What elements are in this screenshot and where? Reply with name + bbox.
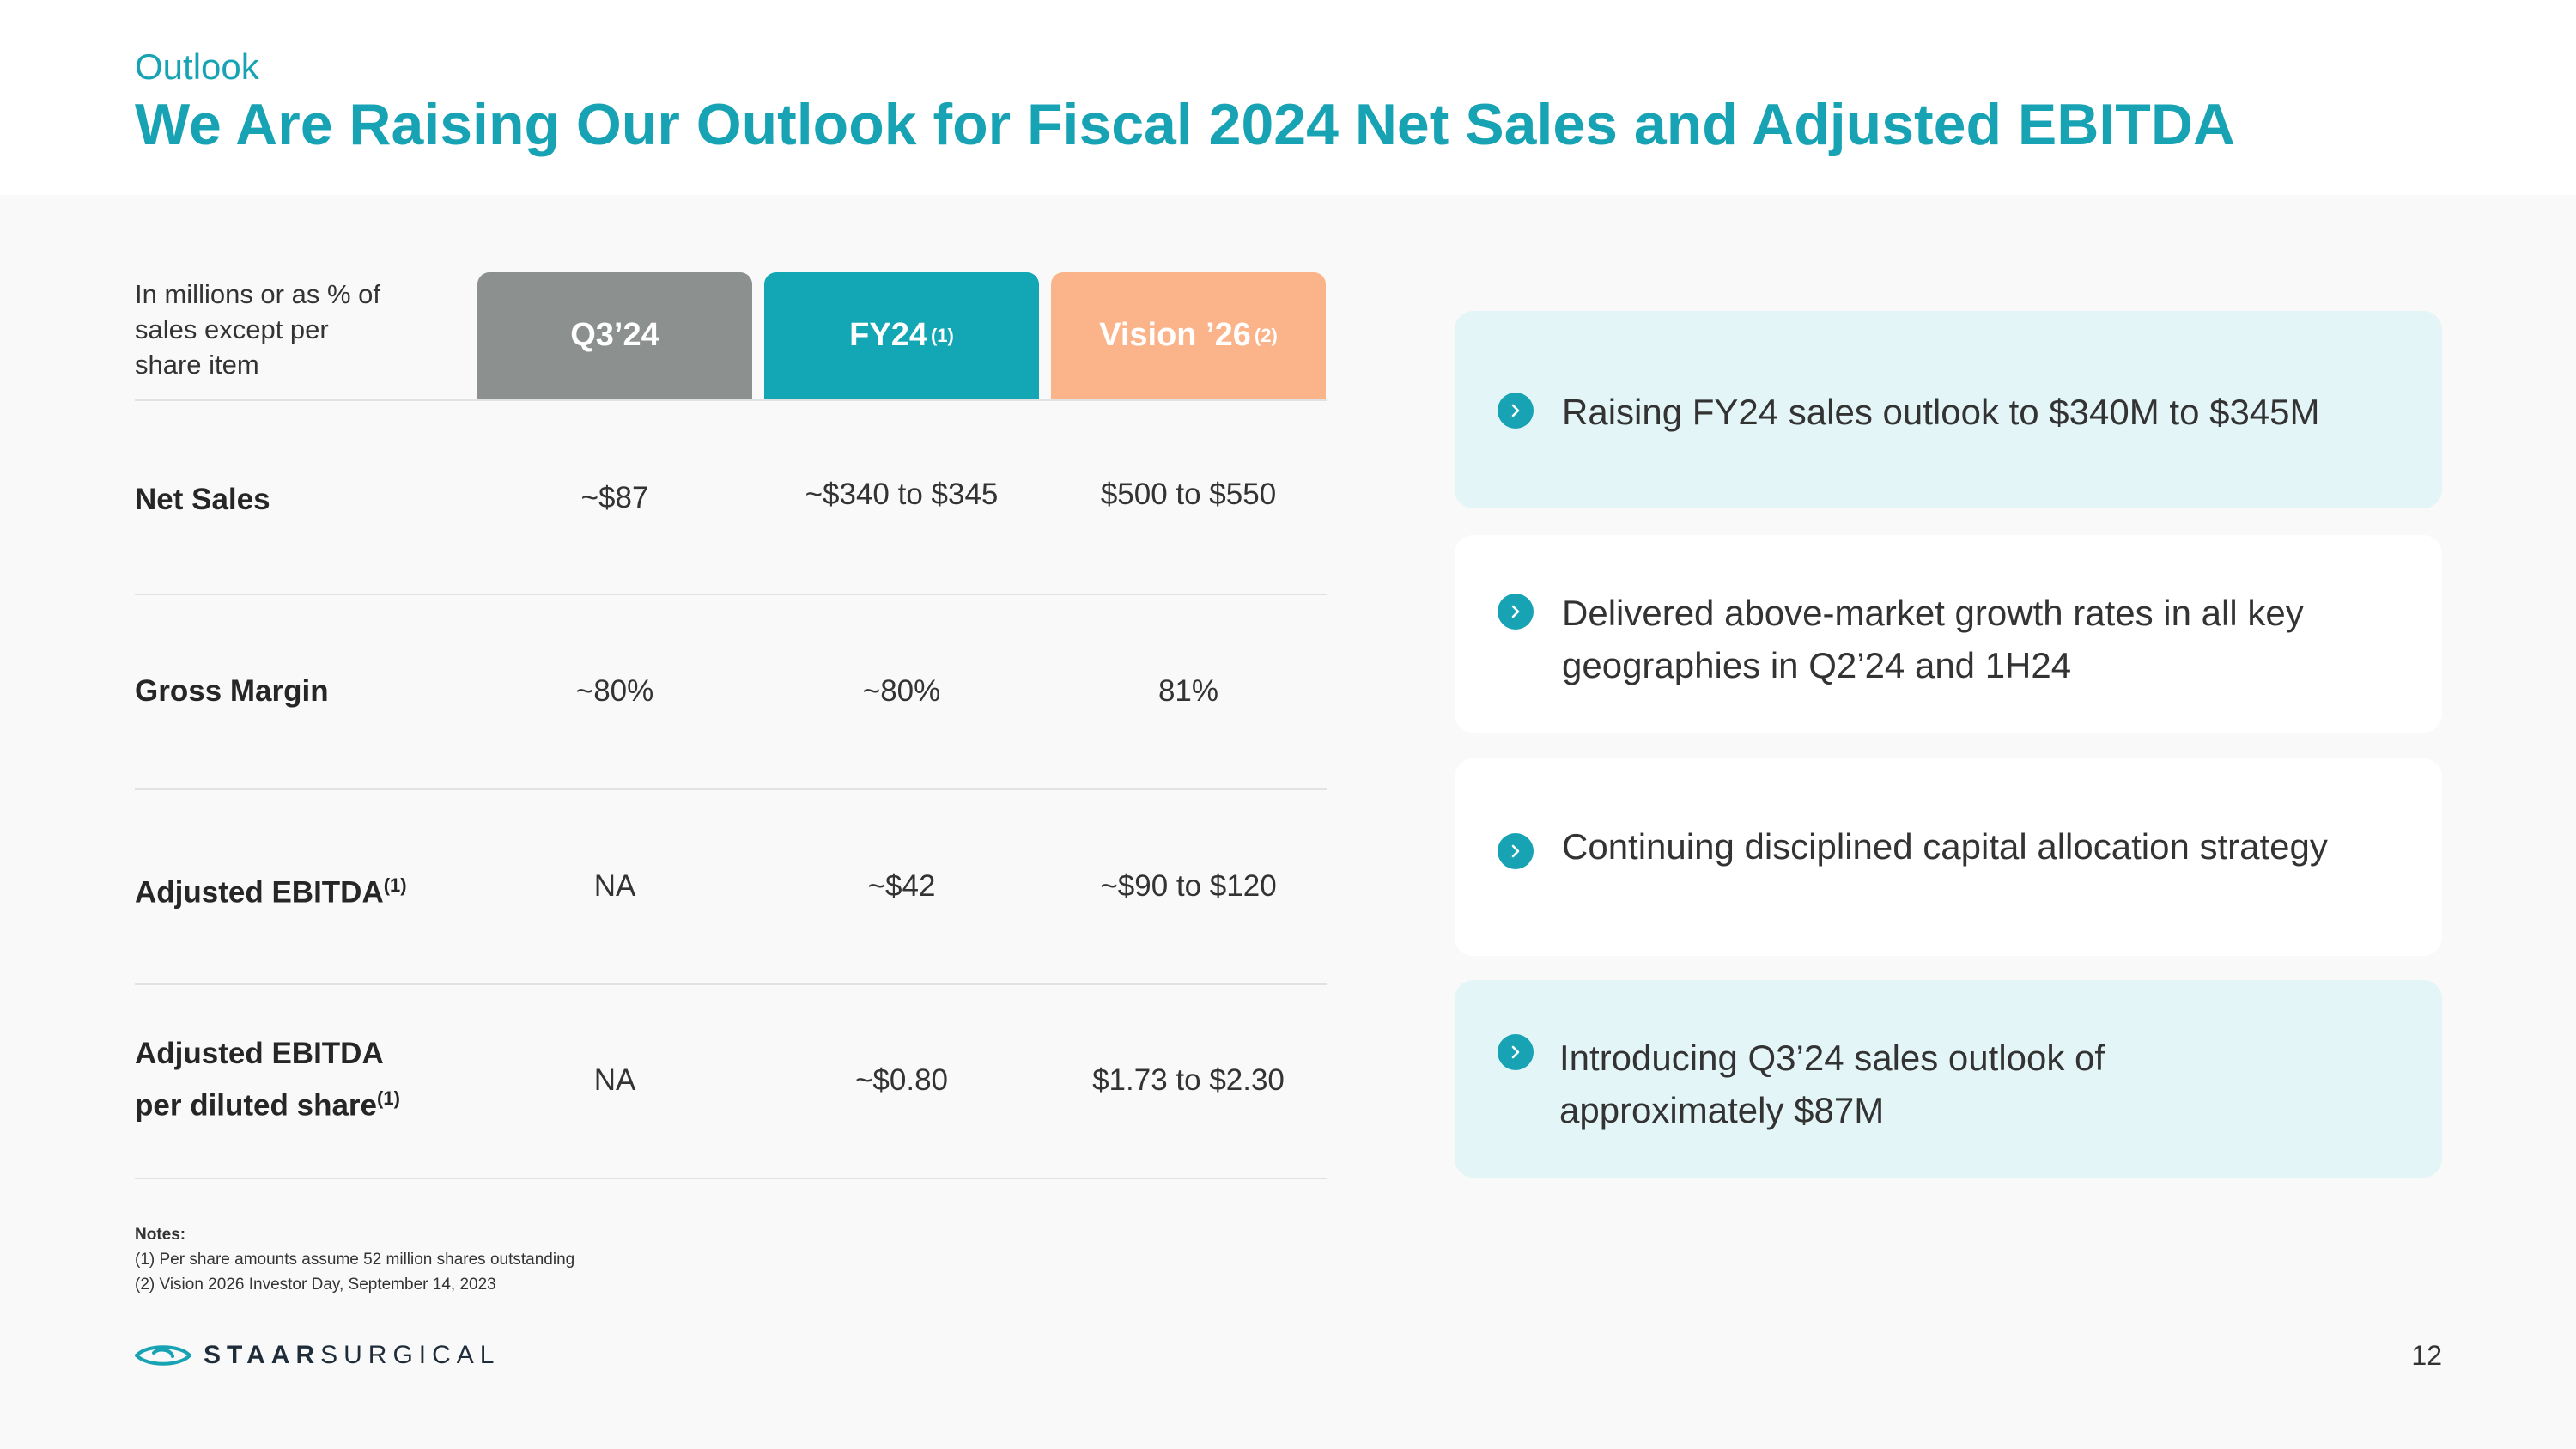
highlight-card-4: Introducing Q3’24 sales outlook of appro… — [1455, 980, 2442, 1178]
footnote-marker: (1) — [383, 874, 407, 896]
cell-ebitda-per-share-fy24: ~$0.80 — [854, 1063, 949, 1097]
row-divider — [135, 1178, 1327, 1179]
row-divider — [135, 399, 1327, 401]
column-header-vision-26: Vision ’26 (2) — [1051, 272, 1326, 399]
highlight-card-1: Raising FY24 sales outlook to $340M to $… — [1455, 311, 2442, 508]
cell-net-sales-q3: ~$87 — [580, 481, 649, 514]
row-label-adjusted-ebitda-per-share: Adjusted EBITDA per diluted share(1) — [135, 1032, 400, 1129]
logo-wordmark-light: SURGICAL — [320, 1341, 501, 1369]
staar-surgical-logo: STAARSURGICAL — [135, 1340, 500, 1371]
highlight-text: Continuing disciplined capital allocatio… — [1562, 826, 2328, 867]
slide-header: Outlook We Are Raising Our Outlook for F… — [0, 0, 2576, 195]
highlight-text: Raising FY24 sales outlook to $340M to $… — [1562, 392, 2320, 432]
notes-title: Notes: — [135, 1226, 186, 1244]
row-label-adjusted-ebitda: Adjusted EBITDA(1) — [135, 863, 407, 916]
row-label-text: Gross Margin — [135, 674, 329, 708]
footnotes: Notes: (1) Per share amounts assume 52 m… — [135, 1222, 574, 1297]
page-number: 12 — [2411, 1340, 2442, 1371]
chevron-right-icon — [1498, 1034, 1534, 1070]
column-header-label: FY24 — [849, 317, 927, 353]
cell-net-sales-vision: $500 to $550 — [1100, 478, 1277, 511]
cell-gross-margin-q3: ~80% — [575, 674, 654, 708]
eye-logo-icon — [135, 1345, 191, 1366]
column-header-q3-24: Q3’24 — [477, 272, 752, 399]
highlight-text: Introducing Q3’24 sales outlook of appro… — [1559, 1038, 2105, 1130]
row-label-text: Adjusted EBITDA — [135, 875, 384, 910]
footnote-1: (1) Per share amounts assume 52 million … — [135, 1251, 575, 1269]
column-header-label: Q3’24 — [570, 317, 659, 353]
cell-ebitda-per-share-vision: $1.73 to $2.30 — [1092, 1063, 1285, 1097]
chevron-right-icon — [1498, 594, 1534, 630]
row-label-text-line2: per diluted share — [135, 1088, 378, 1123]
footnote-marker: (2) — [1254, 324, 1278, 346]
logo-wordmark-bold: STAAR — [204, 1341, 321, 1369]
highlight-text: Delivered above-market growth rates in a… — [1562, 593, 2304, 685]
cell-net-sales-fy24: ~$340 to $345 — [805, 478, 999, 511]
highlight-card-2: Delivered above-market growth rates in a… — [1455, 535, 2442, 733]
row-label-gross-margin: Gross Margin — [135, 669, 329, 714]
column-header-fy24: FY24 (1) — [764, 272, 1039, 399]
logo-wordmark: STAARSURGICAL — [204, 1341, 500, 1370]
cell-adjusted-ebitda-q3: NA — [593, 869, 636, 903]
cell-gross-margin-fy24: ~80% — [862, 674, 941, 708]
column-header-label: Vision ’26 — [1099, 317, 1251, 353]
footnote-2: (2) Vision 2026 Investor Day, September … — [135, 1275, 496, 1294]
row-label-net-sales: Net Sales — [135, 478, 270, 522]
cell-adjusted-ebitda-fy24: ~$42 — [867, 869, 936, 903]
chevron-right-icon — [1498, 393, 1534, 429]
row-divider — [135, 788, 1327, 790]
cell-ebitda-per-share-q3: NA — [593, 1063, 636, 1097]
footnote-marker: (1) — [930, 324, 954, 346]
cell-gross-margin-vision: 81% — [1157, 674, 1219, 708]
row-label-text: Adjusted EBITDA — [135, 1037, 384, 1070]
row-label-text: Net Sales — [135, 483, 270, 516]
highlight-card-3: Continuing disciplined capital allocatio… — [1455, 758, 2442, 956]
slide-title: We Are Raising Our Outlook for Fiscal 20… — [135, 92, 2236, 157]
row-divider — [135, 594, 1327, 595]
chevron-right-icon — [1498, 833, 1534, 869]
units-note: In millions or as % of sales except per … — [135, 279, 380, 380]
section-eyebrow: Outlook — [135, 46, 259, 87]
cell-adjusted-ebitda-vision: ~$90 to $120 — [1100, 869, 1277, 903]
row-divider — [135, 983, 1327, 985]
footnote-marker: (1) — [377, 1087, 400, 1109]
